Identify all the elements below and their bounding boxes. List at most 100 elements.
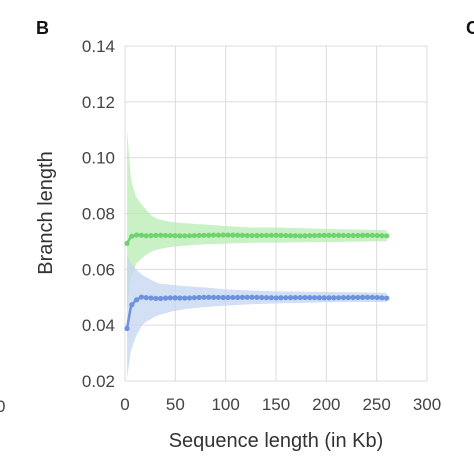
y-tick-label: 0.12	[82, 93, 115, 112]
y-tick-label: 0.10	[82, 149, 115, 168]
series-point-0	[292, 233, 298, 239]
series-point-0	[206, 232, 212, 238]
series-point-0	[268, 232, 274, 238]
series-point-0	[326, 232, 332, 238]
x-tick-label: 300	[413, 395, 441, 414]
series-point-1	[268, 295, 274, 301]
series-point-0	[297, 233, 303, 239]
series-point-1	[235, 294, 241, 300]
series-point-1	[350, 294, 356, 301]
series-point-1	[206, 294, 212, 300]
series-point-0	[220, 232, 226, 238]
series-point-0	[369, 232, 375, 238]
series-point-0	[364, 232, 371, 238]
series-point-0	[379, 233, 385, 239]
series-point-1	[278, 295, 284, 301]
series-point-1	[239, 294, 246, 300]
series-point-1	[369, 294, 375, 300]
series-point-1	[244, 294, 250, 300]
series-point-0	[210, 232, 217, 238]
series-point-0	[124, 240, 130, 246]
series-point-1	[307, 295, 313, 301]
series-point-0	[254, 232, 260, 239]
series-point-0	[138, 232, 145, 238]
series-point-1	[379, 295, 385, 301]
series-point-0	[249, 232, 255, 239]
x-tick-label: 200	[312, 395, 340, 414]
series-point-1	[191, 295, 197, 301]
series-point-0	[134, 232, 140, 238]
x-tick-label: 0	[120, 395, 129, 414]
series-point-0	[307, 233, 313, 239]
series-point-1	[254, 294, 260, 300]
series-point-0	[384, 233, 390, 239]
series-point-0	[143, 233, 149, 239]
series-points	[124, 232, 390, 332]
y-axis-title: Branch length	[35, 151, 57, 274]
series-point-1	[182, 295, 188, 301]
series-point-0	[345, 232, 351, 239]
edge-right-label: C	[466, 18, 474, 38]
series-point-1	[210, 294, 217, 300]
series-point-0	[283, 232, 289, 239]
series-point-1	[158, 295, 164, 302]
series-point-1	[220, 294, 226, 301]
y-tick-label: 0.02	[82, 372, 115, 391]
series-point-1	[249, 294, 255, 300]
series-point-1	[148, 295, 154, 301]
series-point-1	[225, 294, 231, 301]
series-point-1	[177, 295, 183, 301]
x-axis-title: Sequence length (in Kb)	[169, 430, 384, 452]
series-point-0	[225, 232, 231, 238]
series-point-1	[297, 294, 303, 301]
y-tick-label: 0.06	[82, 260, 115, 279]
series-point-0	[191, 232, 197, 239]
series-point-0	[360, 232, 366, 238]
series-point-1	[311, 295, 318, 301]
series-point-1	[230, 294, 236, 301]
series-point-1	[321, 295, 327, 301]
series-point-0	[263, 232, 270, 238]
series-point-0	[302, 233, 308, 239]
y-tick-label: 0.14	[82, 37, 115, 56]
series-point-0	[239, 232, 246, 238]
y-tick-label: 0.04	[82, 316, 115, 335]
series-point-1	[129, 302, 135, 308]
series-point-0	[167, 232, 173, 239]
series-point-0	[196, 232, 202, 239]
series-point-1	[316, 295, 322, 301]
series-point-1	[326, 295, 332, 301]
series-point-1	[263, 295, 270, 301]
x-tick-label: 100	[211, 395, 239, 414]
series-point-1	[167, 295, 173, 301]
series-point-1	[143, 295, 149, 301]
y-tick-labels: 0.02 0.04 0.06 0.08 0.10 0.12 0.14	[82, 37, 115, 391]
series-point-0	[278, 232, 284, 238]
y-tick-label: 0.08	[82, 205, 115, 224]
series-point-1	[134, 297, 140, 303]
series-point-1	[273, 295, 279, 301]
x-tick-label: 50	[166, 395, 185, 414]
series-point-0	[177, 233, 183, 239]
series-point-1	[186, 295, 193, 301]
series-point-0	[162, 232, 169, 239]
series-point-0	[215, 232, 221, 238]
panel-label: B	[36, 18, 49, 38]
edge-left-label: 0	[0, 397, 5, 416]
series-point-0	[186, 233, 193, 239]
series-point-0	[153, 232, 159, 238]
series-point-1	[360, 294, 366, 300]
grid	[124, 45, 428, 382]
series-point-1	[259, 294, 265, 301]
series-point-0	[321, 232, 327, 238]
series-point-0	[259, 232, 265, 239]
series-point-1	[345, 294, 351, 301]
series-point-1	[283, 295, 289, 301]
series-point-0	[158, 232, 164, 238]
series-point-0	[201, 232, 207, 238]
series-point-1	[138, 294, 145, 300]
series-point-1	[287, 295, 294, 301]
series-point-1	[331, 295, 337, 301]
x-tick-label: 150	[262, 395, 290, 414]
